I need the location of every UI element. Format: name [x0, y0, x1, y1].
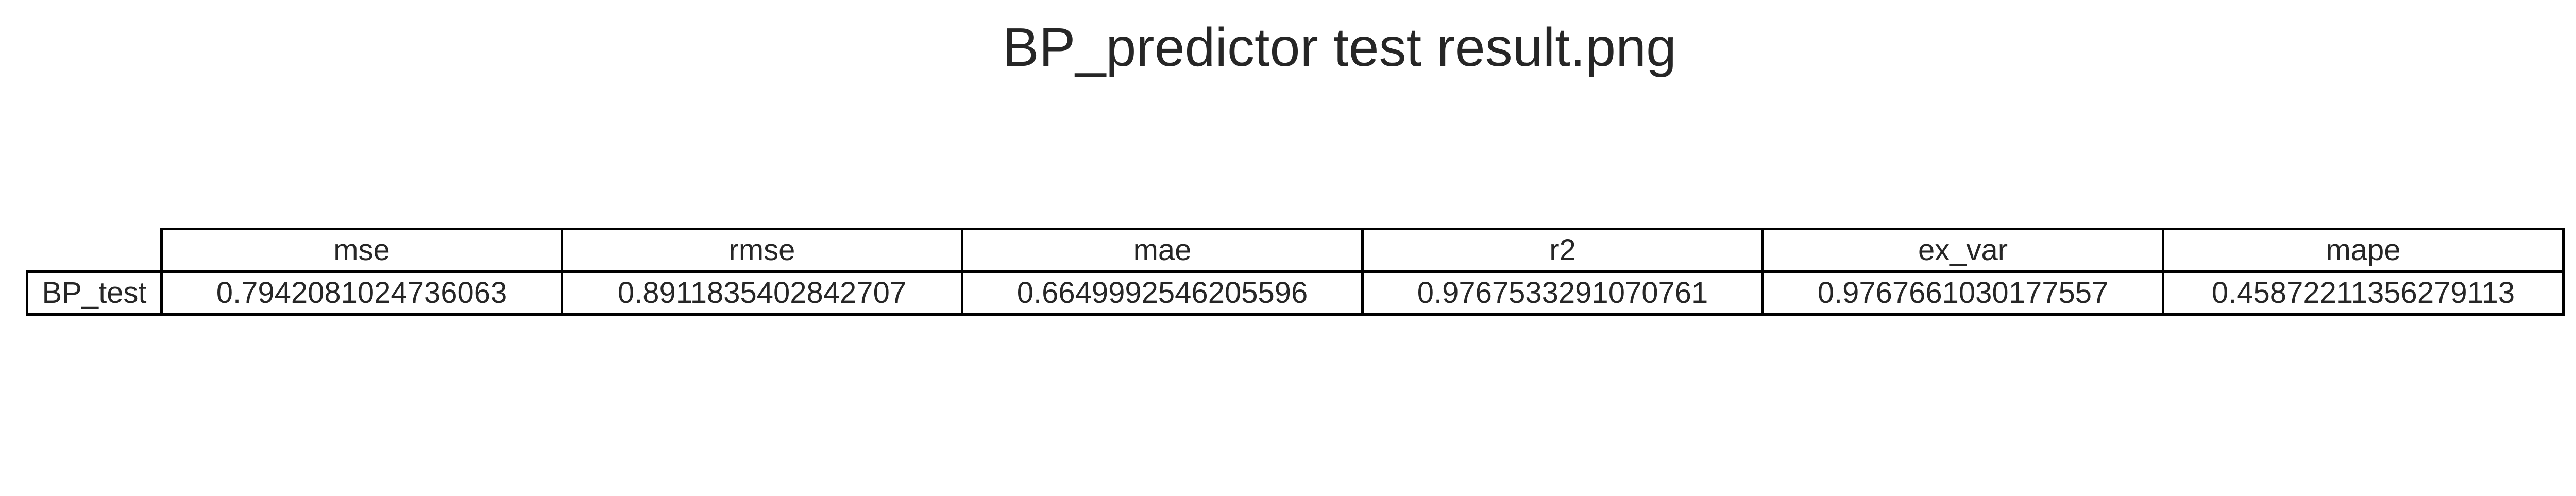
chart-title: BP_predictor test result.png	[1002, 17, 1677, 78]
cell-r2: 0.9767533291070761	[1361, 270, 1764, 316]
column-header-rmse: rmse	[561, 228, 963, 273]
header-row: mse rmse mae r2 ex_var mape	[27, 228, 2565, 273]
cell-mse: 0.7942081024736063	[160, 270, 563, 316]
column-header-ex-var: ex_var	[1761, 228, 2164, 273]
table-row: BP_test 0.7942081024736063 0.89118354028…	[26, 270, 2565, 316]
column-header-mape: mape	[2162, 228, 2565, 273]
corner-cell	[27, 229, 162, 272]
results-table: mse rmse mae r2 ex_var mape BP_test 0.79…	[26, 228, 2565, 316]
row-label: BP_test	[26, 270, 163, 316]
column-header-mae: mae	[961, 228, 1364, 273]
column-header-r2: r2	[1361, 228, 1764, 273]
results-table-container: mse rmse mae r2 ex_var mape BP_test 0.79…	[26, 228, 2565, 316]
cell-ex-var: 0.9767661030177557	[1761, 270, 2164, 316]
cell-mae: 0.6649992546205596	[961, 270, 1364, 316]
cell-rmse: 0.8911835402842707	[561, 270, 963, 316]
column-header-mse: mse	[160, 228, 563, 273]
cell-mape: 0.45872211356279113	[2162, 270, 2565, 316]
